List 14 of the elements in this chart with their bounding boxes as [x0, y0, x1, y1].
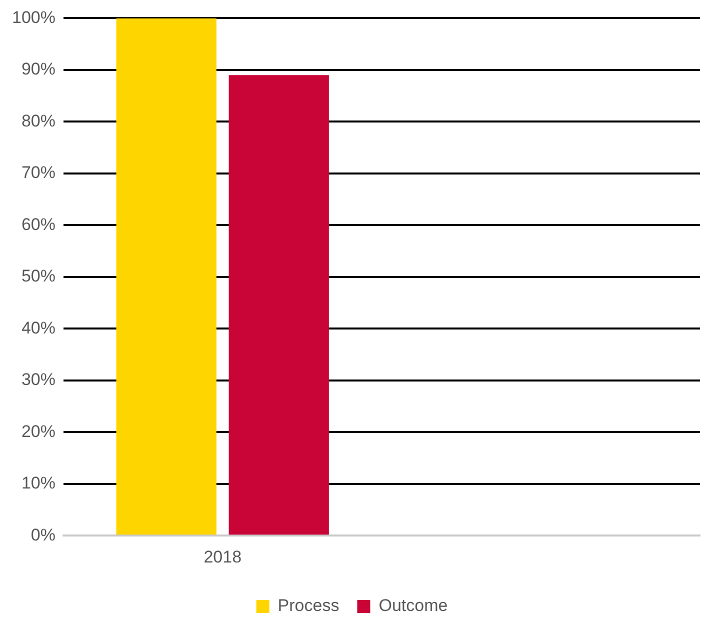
x-tick-label: 2018: [204, 547, 242, 566]
y-tick-label: 40%: [21, 318, 56, 338]
y-tick-label: 50%: [21, 266, 56, 286]
y-tick-label: 10%: [21, 474, 56, 493]
y-tick-label: 30%: [21, 370, 56, 390]
legend-label: Outcome: [378, 596, 448, 616]
legend-label: Process: [278, 596, 340, 616]
y-tick-label: 70%: [21, 163, 56, 182]
y-tick-label: 0%: [30, 525, 56, 544]
y-tick-label: 80%: [21, 111, 56, 130]
y-tick-label: 60%: [21, 214, 56, 234]
y-tick-label: 90%: [21, 60, 56, 79]
y-tick-label: 20%: [21, 422, 56, 441]
y-tick-label: 100%: [12, 8, 56, 27]
